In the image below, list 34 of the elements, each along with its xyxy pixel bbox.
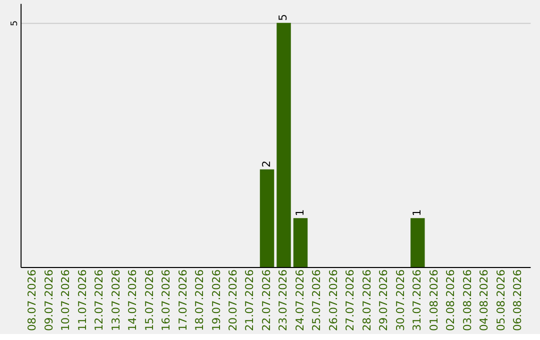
x-tick-label: 11.07.2026 [76, 269, 89, 332]
data-label: 1 [293, 209, 306, 216]
x-tick-label: 23.07.2026 [276, 269, 290, 332]
x-tick-label: 26.07.2026 [326, 269, 340, 332]
x-tick-label: 28.07.2026 [360, 269, 374, 332]
x-tick-label: 29.07.2026 [377, 269, 390, 332]
x-tick-label: 27.07.2026 [344, 269, 357, 332]
x-tick-label: 17.07.2026 [176, 269, 190, 332]
x-tick-label: 12.07.2026 [92, 269, 106, 332]
x-tick-label: 14.07.2026 [126, 269, 140, 332]
x-tick-label: 09.07.2026 [42, 269, 56, 332]
x-tick-label: 16.07.2026 [160, 269, 173, 332]
x-tick-label: 04.08.2026 [478, 269, 491, 332]
x-tick-label: 25.07.2026 [310, 269, 324, 332]
x-tick-label: 22.07.2026 [260, 269, 273, 332]
x-tick-label: 20.07.2026 [226, 269, 240, 332]
x-tick-label: 15.07.2026 [142, 269, 156, 332]
x-tick-label: 08.07.2026 [26, 269, 39, 332]
data-label: 5 [276, 14, 290, 21]
x-tick-label: 31.07.2026 [410, 269, 424, 332]
x-tick-label: 18.07.2026 [193, 269, 206, 332]
x-tick-label: 13.07.2026 [109, 269, 122, 332]
x-tick-label: 24.07.2026 [293, 269, 306, 332]
data-label: 2 [260, 160, 273, 168]
x-tick-label: 21.07.2026 [243, 269, 256, 332]
x-tick-label: 01.08.2026 [427, 269, 440, 332]
data-label: 1 [410, 209, 424, 216]
x-tick-label: 19.07.2026 [210, 269, 223, 332]
x-tick-label: 02.08.2026 [444, 269, 458, 332]
x-tick-label: 30.07.2026 [394, 269, 407, 332]
x-tick-label: 10.07.2026 [59, 269, 72, 332]
x-tick-label: 03.08.2026 [460, 269, 474, 332]
x-tick-label: 05.08.2026 [494, 269, 508, 332]
x-tick-label: 06.08.2026 [511, 269, 524, 332]
